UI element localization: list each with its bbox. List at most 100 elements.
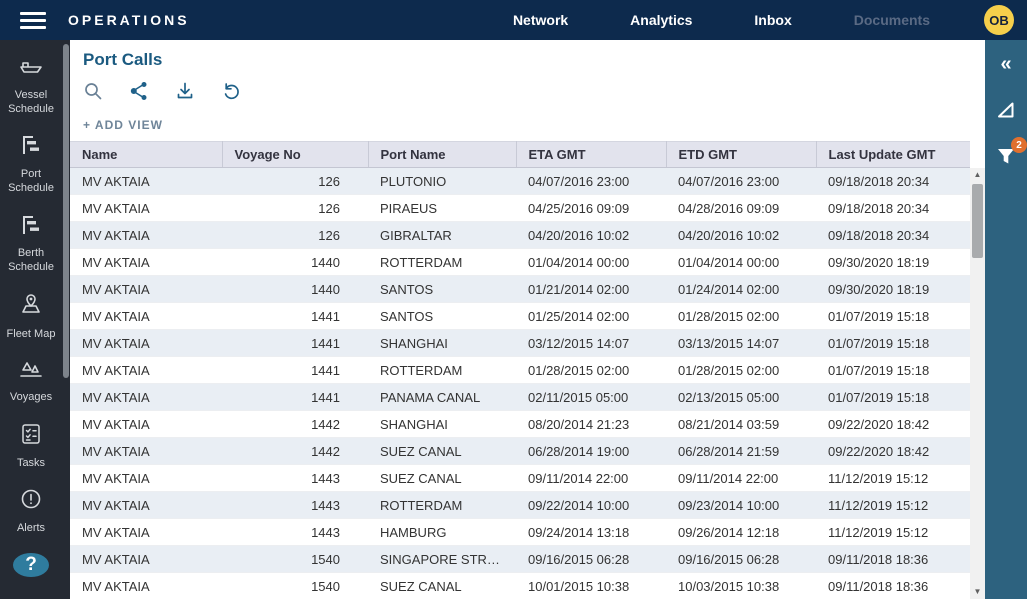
table-cell: 1441 (222, 356, 368, 384)
table-row[interactable]: MV AKTAIA 126 PIRAEUS 04/25/2016 09:09 04/28… (70, 194, 970, 222)
scroll-up-icon[interactable]: ▲ (973, 170, 982, 179)
table-cell: 1440 (222, 275, 368, 303)
sidebar-item-label: Fleet Map (6, 327, 56, 340)
table-cell: 09/18/2018 20:34 (816, 167, 970, 195)
table-cell: SUEZ CANAL (368, 437, 516, 465)
alert-circle-icon (19, 487, 43, 522)
scroll-down-icon[interactable]: ▼ (973, 587, 982, 596)
table-row[interactable]: MV AKTAIA 1441 PANAMA CANAL 02/11/2015 05:0… (70, 383, 970, 411)
table-cell: MV AKTAIA (70, 572, 222, 599)
table-cell: 09/22/2020 18:42 (816, 410, 970, 438)
table-cell: 1443 (222, 491, 368, 519)
table-row[interactable]: MV AKTAIA 1440 ROTTERDAM 01/04/2014 00:00 01… (70, 248, 970, 276)
table-cell: 1442 (222, 437, 368, 465)
download-icon[interactable] (175, 81, 195, 101)
sidebar-item-label: Vessel Schedule (8, 88, 54, 115)
filter-button[interactable]: 2 (994, 137, 1027, 168)
table-cell: 09/24/2014 13:18 (516, 518, 666, 546)
table-row[interactable]: MV AKTAIA 1540 SINGAPORE STR… 09/16/2015 06… (70, 545, 970, 573)
table-cell: 09/11/2018 18:36 (816, 572, 970, 599)
table-cell: 02/13/2015 05:00 (666, 383, 816, 411)
nav-item-inbox[interactable]: Inbox (754, 12, 792, 28)
sidebar-scrollbar-thumb[interactable] (63, 44, 69, 378)
sidebar-item-tasks[interactable]: Tasks (0, 422, 62, 471)
table-row[interactable]: MV AKTAIA 1442 SHANGHAI 08/20/2014 21:23 08/… (70, 410, 970, 438)
hamburger-menu-icon[interactable] (20, 11, 46, 29)
table-row[interactable]: MV AKTAIA 1443 ROTTERDAM 09/22/2014 10:00 09… (70, 491, 970, 519)
column-header[interactable]: Name (70, 141, 223, 168)
search-icon[interactable] (83, 81, 103, 101)
sidebar-item-fleet-map[interactable]: Fleet Map (0, 292, 62, 342)
table-cell: PIRAEUS (368, 194, 516, 222)
table-cell: 126 (222, 221, 368, 249)
table-cell: 09/18/2018 20:34 (816, 221, 970, 249)
collapse-panel-button[interactable]: « (994, 52, 1018, 76)
help-button[interactable]: ? (13, 552, 49, 577)
nav-item-analytics[interactable]: Analytics (630, 12, 693, 28)
table-row[interactable]: MV AKTAIA 126 GIBRALTAR 04/20/2016 10:02 04/… (70, 221, 970, 249)
table-row[interactable]: MV AKTAIA 126 PLUTONIO 04/07/2016 23:00 04/0… (70, 167, 970, 195)
user-avatar[interactable]: OB (984, 5, 1014, 35)
column-header[interactable]: ETA GMT (516, 141, 667, 168)
share-icon[interactable] (129, 81, 149, 101)
table-cell: MV AKTAIA (70, 275, 222, 303)
table-cell: 09/30/2020 18:19 (816, 275, 970, 303)
sidebar-item-vessel-schedule[interactable]: Vessel Schedule (0, 54, 62, 116)
table-cell: MV AKTAIA (70, 194, 222, 222)
table-cell: MV AKTAIA (70, 167, 222, 195)
table-cell: 04/20/2016 10:02 (516, 221, 666, 249)
app-title: OPERATIONS (68, 12, 190, 28)
table-cell: 11/12/2019 15:12 (816, 464, 970, 492)
table-cell: 01/28/2015 02:00 (666, 302, 816, 330)
table-cell: 01/24/2014 02:00 (666, 275, 816, 303)
table-row[interactable]: MV AKTAIA 1440 SANTOS 01/21/2014 02:00 01/24… (70, 275, 970, 303)
sidebar-item-berth-schedule[interactable]: Berth Schedule (0, 213, 62, 275)
table-cell: 126 (222, 167, 368, 195)
table-cell: 11/12/2019 15:12 (816, 491, 970, 519)
table-row[interactable]: MV AKTAIA 1441 ROTTERDAM 01/28/2015 02:00 01… (70, 356, 970, 384)
table-scrollbar[interactable]: ▲ ▼ (970, 168, 985, 599)
sidebar-item-port-schedule[interactable]: Port Schedule (0, 133, 62, 195)
table-cell: SANTOS (368, 302, 516, 330)
scrollbar-thumb[interactable] (972, 184, 983, 258)
table-cell: MV AKTAIA (70, 464, 222, 492)
table-cell: 04/28/2016 09:09 (666, 194, 816, 222)
filter-count-badge: 2 (1011, 137, 1027, 153)
table-cell: 126 (222, 194, 368, 222)
add-view-button[interactable]: + ADD VIEW (83, 118, 163, 132)
table-cell: 09/22/2014 10:00 (516, 491, 666, 519)
table-row[interactable]: MV AKTAIA 1443 SUEZ CANAL 09/11/2014 22:00 0… (70, 464, 970, 492)
table-cell: HAMBURG (368, 518, 516, 546)
table-cell: 08/21/2014 03:59 (666, 410, 816, 438)
table-cell: MV AKTAIA (70, 221, 222, 249)
table-cell: 10/03/2015 10:38 (666, 572, 816, 599)
pointer-tool-icon[interactable] (994, 98, 1018, 122)
table-cell: 1442 (222, 410, 368, 438)
table-cell: MV AKTAIA (70, 410, 222, 438)
undo-icon[interactable] (221, 81, 241, 101)
sidebar-item-alerts[interactable]: Alerts (0, 487, 62, 536)
sidebar-item-voyages[interactable]: Voyages (0, 358, 62, 405)
column-header[interactable]: Port Name (368, 141, 517, 168)
column-header[interactable]: Last Update GMT (816, 141, 970, 168)
table-cell: SINGAPORE STR… (368, 545, 516, 573)
table-cell: 09/22/2020 18:42 (816, 437, 970, 465)
table-cell: MV AKTAIA (70, 302, 222, 330)
content-header: Port Calls + ADD VIEW (70, 40, 985, 141)
table-cell: 09/11/2018 18:36 (816, 545, 970, 573)
table-row[interactable]: MV AKTAIA 1441 SANTOS 01/25/2014 02:00 01/28… (70, 302, 970, 330)
table-row[interactable]: MV AKTAIA 1540 SUEZ CANAL 10/01/2015 10:38 1… (70, 572, 970, 599)
column-header[interactable]: Voyage No (222, 141, 369, 168)
checklist-icon (19, 422, 43, 457)
nav-item-network[interactable]: Network (512, 12, 569, 28)
table-cell: 01/28/2015 02:00 (666, 356, 816, 384)
table-cell: 1540 (222, 572, 368, 599)
table-cell: 1540 (222, 545, 368, 573)
column-header[interactable]: ETD GMT (666, 141, 817, 168)
table-cell: 09/11/2014 22:00 (516, 464, 666, 492)
table-row[interactable]: MV AKTAIA 1442 SUEZ CANAL 06/28/2014 19:00 0… (70, 437, 970, 465)
table-row[interactable]: MV AKTAIA 1441 SHANGHAI 03/12/2015 14:07 03/… (70, 329, 970, 357)
table-row[interactable]: MV AKTAIA 1443 HAMBURG 09/24/2014 13:18 09/2… (70, 518, 970, 546)
table-cell: 01/04/2014 00:00 (516, 248, 666, 276)
